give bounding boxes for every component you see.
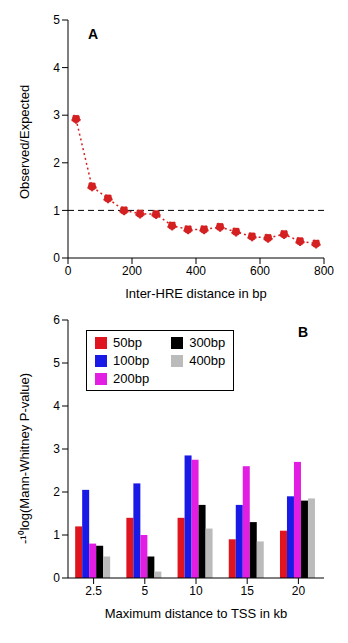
svg-text:0: 0 [53,571,60,585]
svg-text:5: 5 [53,13,60,27]
svg-text:1: 1 [53,528,60,542]
svg-text:5: 5 [141,584,148,598]
html-text:200bp: 200bp [113,371,150,386]
svg-text:15: 15 [241,584,255,598]
html-text:50bp: 50bp [113,335,142,350]
svg-text:0: 0 [53,251,60,265]
svg-text:4: 4 [53,61,60,75]
svg-text:600: 600 [250,264,270,278]
svg-text:0: 0 [65,264,72,278]
html-text:A: A [88,26,99,42]
svg-text:20: 20 [292,584,306,598]
svg-text:800: 800 [314,264,334,278]
svg-text:3: 3 [53,108,60,122]
svg-text:5: 5 [53,356,60,370]
svg-text:400: 400 [186,264,206,278]
html-text:100bp: 100bp [113,353,150,368]
svg-text:-¹⁰log(Mann-Whitney P-value): -¹⁰log(Mann-Whitney P-value) [17,373,32,544]
svg-text:1: 1 [53,204,60,218]
svg-text:10: 10 [189,584,203,598]
svg-text:6: 6 [53,313,60,327]
svg-text:2: 2 [53,485,60,499]
html-text:400bp: 400bp [189,353,226,368]
svg-text:2.5: 2.5 [85,584,102,598]
svg-text:Maximum distance to TSS in kb: Maximum distance to TSS in kb [105,606,288,621]
svg-text:Inter-HRE distance in bp: Inter-HRE distance in bp [125,286,267,301]
svg-text:Observed/Expected: Observed/Expected [17,85,32,199]
html-text:300bp: 300bp [189,335,226,350]
svg-text:2: 2 [53,156,60,170]
html-text:B: B [298,324,309,340]
svg-text:200: 200 [122,264,142,278]
svg-text:4: 4 [53,399,60,413]
svg-text:3: 3 [53,442,60,456]
